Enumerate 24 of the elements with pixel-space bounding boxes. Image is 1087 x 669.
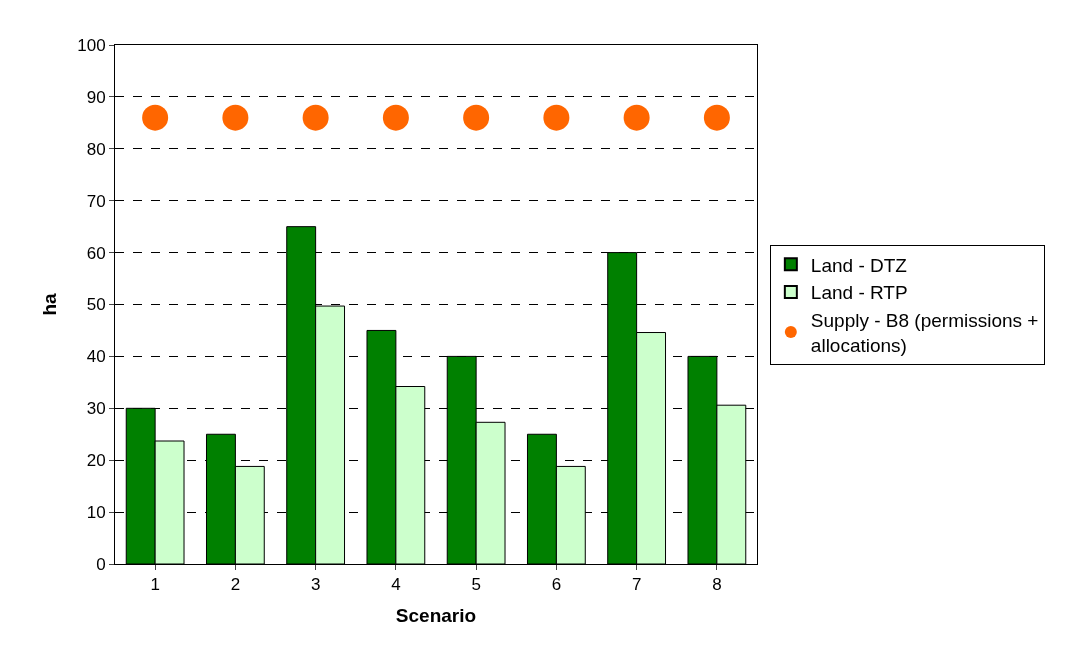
x-axis-title: Scenario: [395, 605, 477, 627]
x-tick-label: 4: [391, 575, 401, 595]
x-tick-label: 1: [150, 575, 160, 595]
y-tick-label: 10: [86, 503, 106, 523]
x-tick-label: 2: [230, 575, 241, 595]
y-tick-label: 40: [86, 347, 106, 367]
y-tick-label: 90: [86, 87, 106, 107]
legend-label: Supply - B8 (permissions + allocations): [810, 310, 1039, 356]
x-tick-label: 7: [631, 575, 642, 595]
legend-label: Land - DTZ: [810, 254, 908, 276]
y-tick-label: 0: [96, 554, 106, 574]
x-tick-label: 8: [712, 575, 722, 595]
y-tick-label: 80: [86, 139, 106, 159]
y-tick-label: 50: [86, 295, 106, 315]
y-axis-title: ha: [39, 292, 61, 316]
x-tick-label: 3: [310, 575, 321, 595]
x-tick-label: 5: [471, 575, 481, 595]
y-tick-label: 100: [77, 35, 106, 55]
y-tick-label: 20: [86, 451, 106, 471]
y-tick-label: 70: [86, 191, 106, 211]
x-tick-label: 6: [551, 575, 562, 595]
y-tick-label: 30: [86, 399, 106, 419]
legend-label: Land - RTP: [810, 282, 908, 304]
y-tick-label: 60: [86, 243, 106, 263]
